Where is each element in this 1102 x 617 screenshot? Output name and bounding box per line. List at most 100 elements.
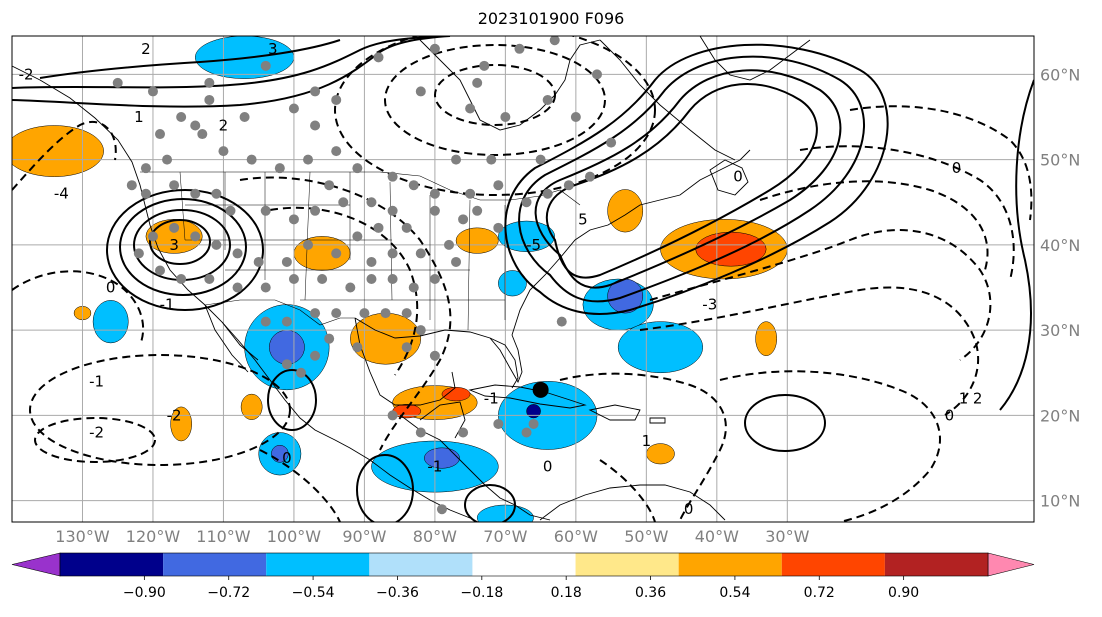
coastline-na-west: [12, 65, 471, 519]
station-marker: [408, 180, 419, 191]
coastline-florida: [489, 334, 523, 384]
station-marker: [281, 359, 292, 370]
station-marker: [288, 274, 299, 284]
contour-tropical-dash-2: [719, 370, 941, 522]
contour-west-ridge-4: [106, 189, 264, 311]
coastline-cuba: [468, 384, 587, 409]
station-marker: [373, 52, 384, 63]
station-marker: [190, 120, 201, 131]
station-marker: [465, 188, 476, 199]
station-markers: [112, 36, 617, 515]
station-marker: [352, 342, 363, 353]
coastlines-and-borders: [12, 36, 811, 521]
station-marker: [401, 222, 412, 233]
contour-west-ridge-3: [119, 198, 247, 296]
colorbar-tick-label: −0.72: [207, 585, 250, 601]
colorbar-tick-label: 0.18: [551, 585, 582, 601]
colorbar-segment: [369, 553, 473, 576]
station-marker: [317, 274, 328, 284]
station-marker: [140, 188, 151, 199]
latitude-labels: 60°N 50°N 40°N 30°N 20°N 10°N: [1040, 65, 1080, 510]
contour-atlantic-dash-2: [639, 286, 980, 416]
coastline-baja: [204, 304, 259, 373]
colorbar-segment: [163, 553, 267, 576]
contour-atlantic-4: [504, 43, 889, 315]
longitude-label: 130°W: [55, 527, 110, 546]
station-marker: [303, 154, 314, 165]
station-marker: [415, 325, 426, 336]
latitude-label: 60°N: [1040, 65, 1080, 84]
contour-label: 3: [169, 236, 179, 254]
anomaly-patch: [526, 404, 541, 419]
colorbar-tick-label: 0.36: [635, 585, 666, 601]
station-marker: [542, 188, 553, 199]
contour-label: -1: [427, 458, 442, 476]
colorbar-segment: [884, 553, 988, 576]
coastline-east: [511, 149, 751, 336]
contour-label: -1: [484, 389, 499, 407]
longitude-label: 50°W: [624, 527, 668, 546]
station-marker: [500, 112, 511, 122]
station-marker: [366, 256, 377, 267]
station-marker: [190, 188, 201, 199]
figure-title: 2023101900 F096: [477, 9, 625, 28]
contour-label: 0: [106, 279, 116, 297]
station-marker: [288, 103, 299, 114]
colorbar-tick-label: 0.90: [888, 585, 919, 601]
station-marker: [493, 418, 504, 429]
station-marker: [521, 197, 532, 208]
coastline-central-america: [399, 414, 551, 521]
contour-label: -1: [160, 296, 175, 314]
station-marker: [387, 171, 398, 182]
anomaly-patch: [498, 220, 555, 252]
contour-pacific-low-1: [12, 270, 145, 346]
station-marker: [260, 60, 271, 71]
longitude-label: 80°W: [413, 527, 457, 546]
station-marker: [324, 333, 335, 344]
station-marker: [436, 504, 447, 515]
station-marker: [458, 427, 469, 438]
anomaly-patch: [755, 321, 777, 356]
longitude-label: 60°W: [554, 527, 598, 546]
station-marker: [288, 214, 299, 225]
contour-hudson-low-1: [434, 64, 556, 126]
contour-label: -4: [54, 185, 69, 203]
colorbar-tick-label: −0.18: [460, 585, 503, 601]
station-marker: [373, 222, 384, 233]
anomaly-patch: [293, 236, 351, 271]
station-marker: [451, 154, 462, 165]
station-marker: [155, 129, 166, 140]
contour-label: 3: [268, 40, 278, 58]
station-marker: [458, 214, 469, 225]
contour-label: 1: [959, 389, 969, 407]
station-marker: [303, 239, 314, 250]
station-marker: [246, 154, 257, 165]
station-marker: [359, 308, 370, 319]
station-marker: [535, 154, 546, 165]
anomaly-patch: [441, 387, 471, 402]
station-marker: [387, 205, 398, 216]
contour-tropical-dash-4: [599, 459, 656, 522]
colorbar-segment: [60, 553, 164, 576]
station-marker: [592, 69, 603, 80]
coastline-hispaniola: [588, 404, 666, 424]
highlight-marker: [532, 381, 549, 398]
contour-label: 5: [578, 210, 588, 228]
colorbar-segment: [678, 553, 782, 576]
station-marker: [472, 77, 483, 88]
longitude-label: 100°W: [267, 527, 322, 546]
station-marker: [380, 308, 391, 319]
map-frame: [11, 35, 1035, 523]
contour-pacific-low-3: [29, 354, 291, 466]
contour-label: 0: [952, 159, 962, 177]
station-marker: [295, 367, 306, 378]
contour-label: 0: [733, 168, 743, 186]
station-marker: [260, 205, 271, 216]
contour-west-ridge-1: [149, 219, 211, 265]
station-marker: [331, 308, 342, 319]
station-marker: [204, 94, 215, 105]
anomaly-patch: [607, 189, 644, 233]
station-marker: [429, 274, 440, 284]
station-marker: [218, 146, 229, 157]
